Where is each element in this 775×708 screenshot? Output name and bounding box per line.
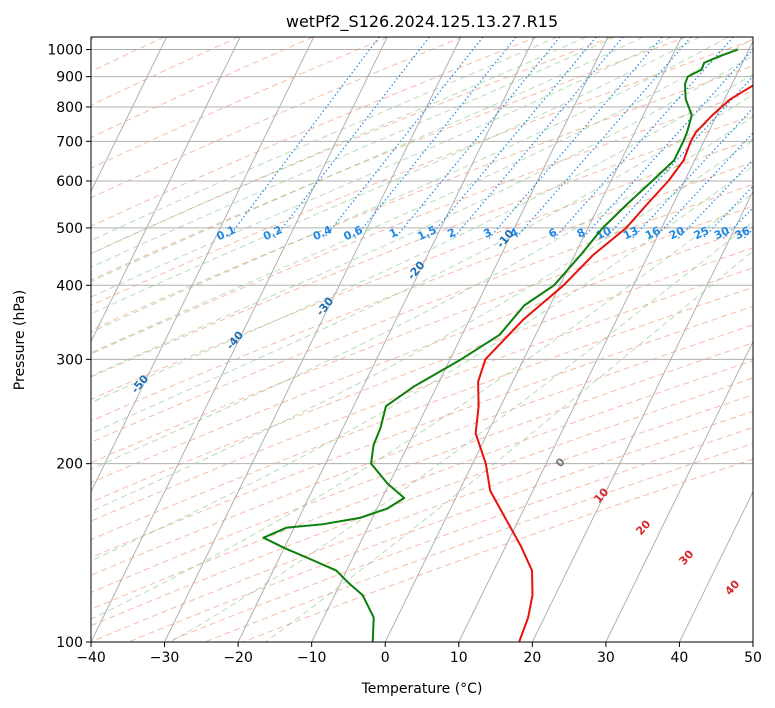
moist-adiabat: [91, 37, 615, 268]
isotherm-line: [91, 37, 168, 193]
dry-adiabat: [91, 183, 753, 443]
y-tick-label: 400: [56, 278, 83, 294]
mixing-ratio-line: [604, 75, 753, 239]
dry-adiabat: [91, 37, 239, 106]
x-tick-label: 10: [450, 650, 468, 666]
mixing-ratio-line: [582, 48, 753, 239]
dry-adiabat: [91, 324, 753, 576]
dry-adiabat: [91, 161, 753, 422]
y-tick-label: 1000: [47, 43, 83, 59]
y-tick-label: 100: [56, 635, 83, 651]
isotherm-line: [91, 37, 388, 642]
x-tick-label: −30: [150, 650, 180, 666]
x-tick-label: 30: [597, 650, 615, 666]
mixing-ratio-line: [515, 37, 692, 239]
y-axis-label: Pressure (hPa): [12, 290, 28, 390]
x-tick-label: 20: [523, 650, 541, 666]
dry-adiabat: [91, 37, 314, 138]
isotherm-line: [458, 40, 753, 642]
mixing-ratio-line: [394, 37, 561, 239]
mixing-ratio-label: 30: [712, 224, 732, 242]
x-tick-label: −10: [297, 650, 327, 666]
dry-adiabat: [91, 286, 753, 541]
isotherm-line: [531, 190, 753, 642]
y-tick-label: 600: [56, 174, 83, 190]
sounding-series: [262, 48, 753, 642]
temperature-line: [474, 84, 753, 642]
y-tick-label: 200: [56, 457, 83, 473]
mixing-ratio-label: 16: [643, 224, 663, 242]
mixing-ratio-label: 20: [667, 224, 687, 242]
x-tick-label: −20: [223, 650, 253, 666]
mixing-ratio-line: [323, 37, 484, 239]
moist-adiabat: [91, 37, 701, 315]
dry-adiabat: [91, 342, 753, 593]
isotherm-line: [91, 37, 315, 493]
moist-adiabat: [91, 37, 729, 333]
moist-adiabat: [91, 55, 753, 377]
y-axis-ticks: 100 200 300 400 500 600 700 800 900 1000: [47, 43, 91, 651]
y-tick-label: 800: [56, 100, 83, 116]
x-axis-ticks: −40 −30 −20 −10 0 10 20 30 40 50: [76, 642, 762, 666]
moist-adiabat: [91, 115, 753, 470]
x-axis-label: Temperature (°C): [361, 681, 483, 697]
moist-adiabat: [91, 37, 558, 242]
moist-adiabat: [91, 37, 672, 298]
mixing-ratio-label: 10: [594, 224, 614, 242]
x-tick-label: 50: [744, 650, 762, 666]
mixing-ratio-line: [354, 37, 517, 239]
mixing-ratio-label: 25: [692, 224, 711, 242]
dry-adiabat: [91, 37, 463, 199]
dewpoint-line: [262, 48, 739, 642]
dry-adiabat: [91, 377, 753, 627]
x-tick-label: 40: [671, 650, 689, 666]
mixing-ratio-line: [488, 37, 663, 239]
isotherm-line: [164, 37, 462, 642]
moist-adiabat: [91, 165, 753, 562]
y-tick-label: 900: [56, 70, 83, 86]
dry-adiabat: [91, 226, 753, 484]
dry-adiabat: [91, 394, 753, 642]
isotherm-line: [237, 37, 535, 642]
dry-adiabat: [91, 37, 612, 255]
y-tick-label: 300: [56, 352, 83, 368]
mixing-ratio-label: 36: [733, 224, 753, 242]
mixing-ratio-line: [702, 185, 753, 239]
isotherm-line: [384, 37, 682, 642]
dry-adiabat: [91, 138, 753, 400]
dry-adiabat: [91, 39, 753, 306]
isotherm-line: [311, 37, 609, 642]
isotherm-line: [91, 37, 241, 343]
x-tick-label: 0: [381, 650, 390, 666]
moist-adiabat: [91, 139, 753, 512]
isotherm-line: [605, 340, 753, 642]
chart-title: wetPf2_S126.2024.125.13.27.R15: [286, 12, 558, 32]
moist-adiabat: [91, 73, 753, 404]
y-tick-label: 500: [56, 221, 83, 237]
moist-adiabat: [91, 93, 753, 434]
x-tick-label: −40: [76, 650, 106, 666]
mixing-ratio-line: [553, 37, 734, 239]
y-tick-label: 700: [56, 134, 83, 150]
mixing-ratio-line: [631, 107, 753, 239]
isotherm-line: [678, 490, 753, 642]
moist-adiabat: [91, 38, 753, 354]
dry-adiabat: [91, 37, 538, 227]
background-lines: [91, 37, 753, 642]
dry-adiabat: [91, 65, 753, 331]
plot-frame: [90, 36, 754, 643]
